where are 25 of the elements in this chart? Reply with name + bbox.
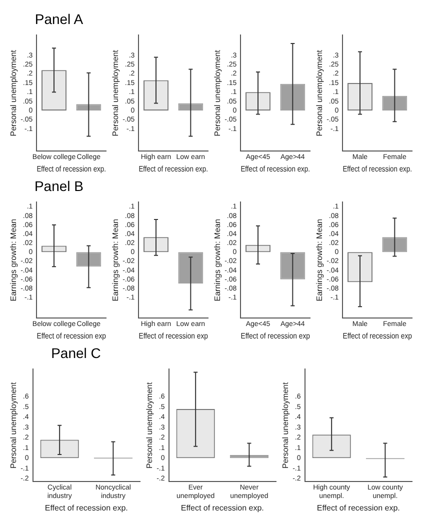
x-axis-title: Effect of recession exp. bbox=[180, 503, 264, 512]
y-axis-title: Earnings growth: Mean bbox=[315, 218, 324, 302]
x-axis-title: Effect of recession exp bbox=[240, 330, 310, 341]
x-axis-title: Effect of recession exp bbox=[342, 330, 412, 341]
x-axis-title: Effect of recession exp. bbox=[240, 164, 310, 174]
y-axis-title: Earnings growth: Mean bbox=[213, 218, 222, 302]
chart-title: Panel C bbox=[50, 344, 102, 362]
x-axis-title: Effect of recession exp bbox=[36, 330, 106, 341]
chart-title: Panel B bbox=[33, 177, 85, 195]
y-axis-title: Personal unemployment bbox=[145, 381, 154, 469]
chart-title: Panel A bbox=[34, 10, 84, 28]
x-axis-title: Effect of recession exp bbox=[138, 330, 208, 341]
x-axis-title: Effect of recession exp. bbox=[138, 164, 208, 174]
y-axis-title: Personal unemployment bbox=[213, 49, 222, 136]
y-axis-title: Personal unemployment bbox=[281, 381, 290, 469]
x-axis-title: Effect of recession exp. bbox=[316, 503, 400, 512]
y-axis-title: Earnings growth: Mean bbox=[9, 218, 18, 302]
y-axis-title: Personal unemployment bbox=[9, 381, 18, 469]
x-axis-title: Effect of recession exp. bbox=[36, 164, 106, 174]
y-axis-title: Earnings growth: Mean bbox=[111, 218, 120, 302]
y-axis-title: Personal unemployment bbox=[315, 49, 324, 136]
x-axis-title: Effect of recession exp. bbox=[44, 503, 128, 512]
y-axis-title: Personal unemployment bbox=[9, 49, 18, 136]
y-axis-title: Personal unemployment bbox=[111, 49, 120, 136]
x-axis-title: Effect of recession exp. bbox=[342, 164, 412, 174]
